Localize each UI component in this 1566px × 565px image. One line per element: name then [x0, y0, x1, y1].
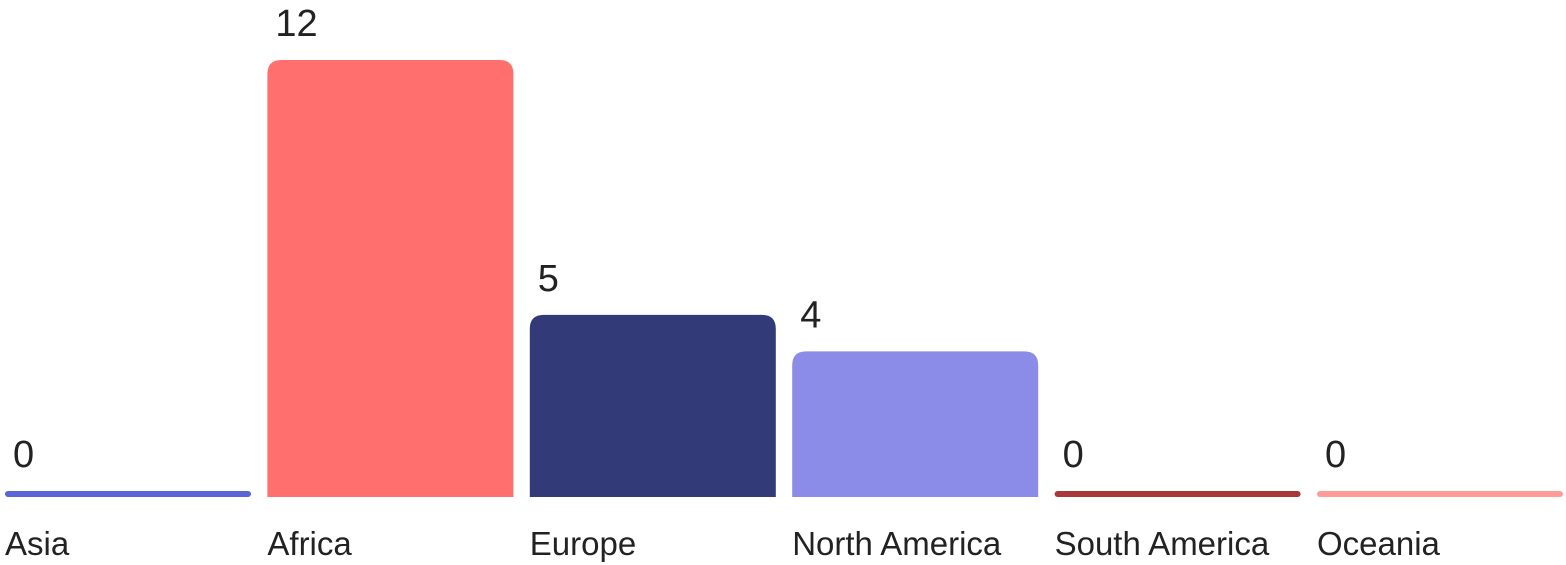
bar-south-america — [1054, 491, 1301, 497]
category-label-south-america: South America — [1055, 525, 1270, 562]
category-label-asia: Asia — [5, 525, 70, 562]
bars-group — [5, 60, 1563, 497]
value-labels-group: 0 12 5 4 0 0 — [13, 3, 1346, 476]
category-label-africa: Africa — [267, 525, 352, 562]
category-label-oceania: Oceania — [1317, 525, 1441, 562]
bar-north-america — [792, 351, 1039, 497]
value-label-asia: 0 — [13, 434, 34, 476]
category-label-north-america: North America — [792, 525, 1002, 562]
value-label-oceania: 0 — [1325, 434, 1346, 476]
category-labels-group: Asia Africa Europe North America South Ameri… — [5, 525, 1441, 562]
bar-asia — [5, 491, 251, 497]
value-label-africa: 12 — [275, 3, 317, 45]
category-label-europe: Europe — [530, 525, 636, 562]
value-label-europe: 5 — [538, 258, 559, 300]
bar-oceania — [1317, 491, 1563, 497]
value-label-north-america: 4 — [800, 294, 821, 336]
bar-europe — [529, 314, 776, 497]
value-label-south-america: 0 — [1063, 434, 1084, 476]
bar-africa — [267, 60, 514, 497]
